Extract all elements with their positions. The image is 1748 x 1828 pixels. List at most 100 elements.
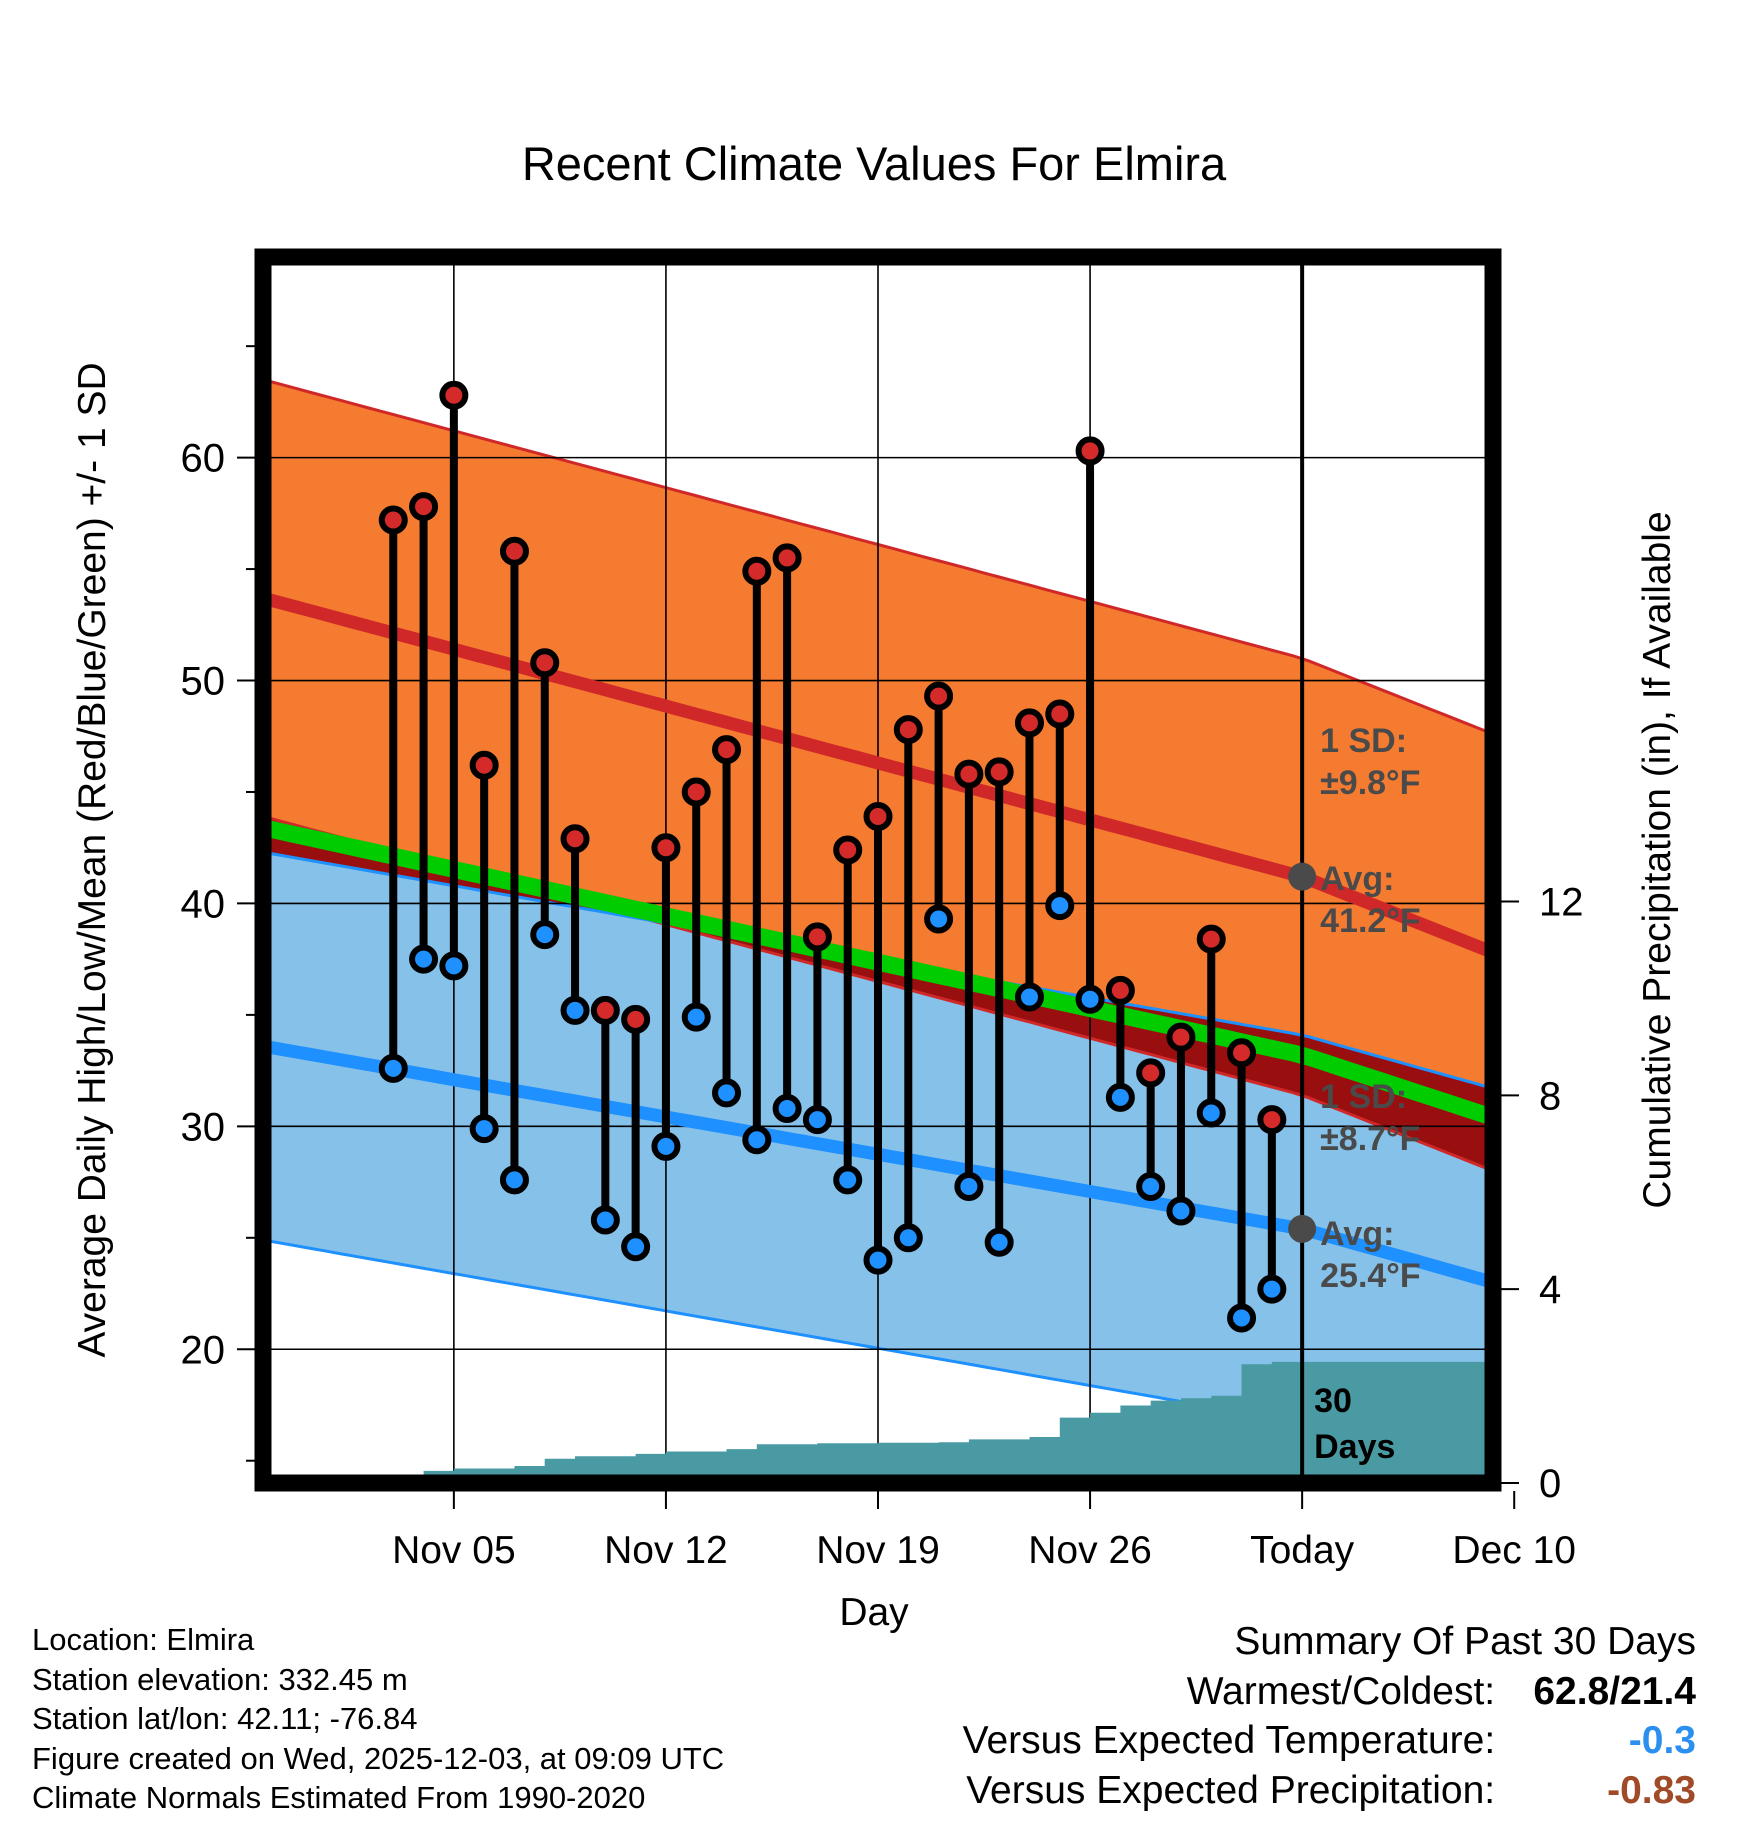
plot-frame — [254, 248, 1502, 1492]
daily-high-point — [1014, 708, 1044, 738]
daily-high-point — [802, 922, 832, 952]
daily-high-point — [530, 648, 560, 678]
daily-high-point — [1166, 1022, 1196, 1052]
daily-low-point — [439, 951, 469, 981]
x-tick-label: Nov 12 — [604, 1529, 728, 1572]
y2-tick-label: 12 — [1539, 880, 1584, 924]
daily-low-point — [681, 1002, 711, 1032]
daily-low-point — [409, 944, 439, 974]
daily-high-point — [1227, 1038, 1257, 1068]
daily-high-point — [1045, 699, 1075, 729]
daily-high-point — [1105, 975, 1135, 1005]
daily-high-point — [560, 824, 590, 854]
daily-high-point — [863, 802, 893, 832]
summary-precip-label: Versus Expected Precipitation: — [966, 1768, 1496, 1812]
daily-low-point — [954, 1172, 984, 1202]
daily-high-point — [1136, 1058, 1166, 1088]
station-latlon: Station lat/lon: 42.11; -76.84 — [32, 1701, 418, 1736]
daily-low-point — [1257, 1274, 1287, 1304]
daily-low-point — [499, 1165, 529, 1195]
low-avg-label: Avg: — [1320, 1215, 1394, 1253]
daily-low-point — [590, 1205, 620, 1235]
x-tick-label: Dec 10 — [1452, 1529, 1576, 1572]
low-sd-value: ±8.7°F — [1320, 1120, 1420, 1158]
daily-high-point — [772, 543, 802, 573]
summary-temp-label: Versus Expected Temperature: — [962, 1719, 1496, 1762]
daily-low-point — [802, 1105, 832, 1135]
chart-title: Recent Climate Values For Elmira — [522, 137, 1227, 190]
daily-low-point — [651, 1131, 681, 1161]
summary-box: Summary Of Past 30 Days Warmest/Coldest:… — [963, 1617, 1696, 1815]
days-count-word: Days — [1314, 1428, 1395, 1466]
precip-area — [362, 1361, 1493, 1483]
y2-axis-label: Cumulative Precipitation (in), If Availa… — [1636, 511, 1679, 1208]
x-axis-label: Day — [839, 1591, 909, 1634]
daily-high-point — [1196, 924, 1226, 954]
daily-low-point — [621, 1232, 651, 1262]
today-low-avg-marker — [1288, 1214, 1317, 1243]
daily-low-point — [1105, 1082, 1135, 1112]
station-info: Location: Elmira Station elevation: 332.… — [32, 1620, 724, 1818]
high-avg-value: 41.2°F — [1320, 902, 1421, 940]
daily-high-point — [742, 556, 772, 586]
daily-high-point — [378, 505, 408, 535]
daily-low-point — [863, 1245, 893, 1275]
daily-high-point — [621, 1004, 651, 1034]
summary-warm-label: Warmest/Coldest: — [1186, 1669, 1496, 1713]
daily-high-point — [954, 759, 984, 789]
station-location: Location: Elmira — [32, 1622, 255, 1657]
y-tick-label: 60 — [181, 437, 226, 481]
daily-low-point — [772, 1094, 802, 1124]
daily-high-point — [590, 995, 620, 1025]
summary-warmest-row: Warmest/Coldest: 62.8/21.4 — [963, 1667, 1696, 1717]
figure-created: Figure created on Wed, 2025-12-03, at 09… — [32, 1740, 725, 1776]
station-elevation: Station elevation: 332.45 m — [32, 1661, 408, 1697]
days-count-number: 30 — [1314, 1382, 1352, 1420]
daily-low-point — [924, 904, 954, 934]
daily-low-point — [469, 1114, 499, 1144]
daily-high-point — [924, 681, 954, 711]
daily-low-point — [1227, 1303, 1257, 1333]
y-tick-label: 40 — [181, 882, 226, 926]
x-tick-label: Nov 26 — [1028, 1529, 1152, 1572]
daily-low-point — [378, 1053, 408, 1083]
x-tick-label: Nov 05 — [392, 1529, 516, 1572]
daily-low-point — [1136, 1172, 1166, 1202]
y-tick-label: 20 — [181, 1328, 226, 1372]
daily-low-point — [1075, 984, 1105, 1014]
summary-precip-row: Versus Expected Precipitation: -0.83 — [963, 1766, 1696, 1816]
y2-tick-label: 8 — [1539, 1074, 1561, 1118]
summary-title: Summary Of Past 30 Days — [1234, 1620, 1696, 1663]
daily-low-point — [1166, 1196, 1196, 1226]
daily-high-point — [651, 833, 681, 863]
daily-low-point — [1196, 1098, 1226, 1128]
daily-high-point — [1075, 436, 1105, 466]
high-sd-value: ±9.8°F — [1320, 764, 1420, 802]
today-high-avg-marker — [1288, 862, 1317, 891]
summary-temp-row: Versus Expected Temperature: -0.3 — [963, 1716, 1696, 1766]
high-avg-line — [263, 591, 1493, 959]
y-axis-label: Average Daily High/Low/Mean (Red/Blue/Gr… — [71, 362, 114, 1357]
daily-low-point — [833, 1165, 863, 1195]
daily-low-point — [1014, 982, 1044, 1012]
daily-high-point — [1257, 1105, 1287, 1135]
daily-low-point — [712, 1078, 742, 1108]
daily-high-point — [499, 536, 529, 566]
daily-high-point — [469, 750, 499, 780]
daily-low-point — [530, 920, 560, 950]
y-tick-label: 50 — [181, 660, 226, 704]
daily-high-point — [833, 835, 863, 865]
daily-low-point — [560, 995, 590, 1025]
y-tick-label: 30 — [181, 1105, 226, 1149]
daily-high-point — [439, 380, 469, 410]
summary-temp-value: -0.3 — [1628, 1719, 1696, 1762]
y2-tick-label: 4 — [1539, 1268, 1561, 1312]
x-tick-label: Nov 19 — [816, 1529, 940, 1572]
daily-low-point — [984, 1227, 1014, 1257]
high-avg-label: Avg: — [1320, 860, 1394, 898]
normals-period: Climate Normals Estimated From 1990-2020 — [32, 1780, 646, 1815]
summary-warm-value: 62.8/21.4 — [1533, 1669, 1696, 1713]
x-tick-label: Today — [1250, 1529, 1355, 1572]
daily-low-point — [1045, 891, 1075, 921]
